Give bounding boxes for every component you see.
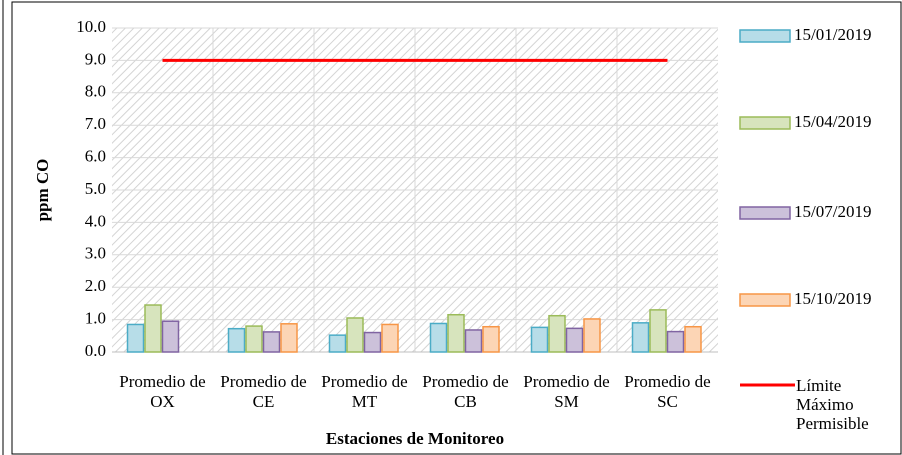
legend-swatch — [739, 206, 791, 220]
x-tick-label: Promedio de CB — [422, 372, 509, 411]
y-tick-label: 8.0 — [85, 82, 106, 101]
y-tick-label: 10.0 — [76, 17, 106, 36]
legend-swatch — [739, 29, 791, 43]
bar — [530, 326, 549, 353]
bar — [565, 327, 584, 353]
bar — [666, 330, 685, 353]
x-tick-label: Promedio de SM — [523, 372, 610, 411]
y-tick-label: 5.0 — [85, 179, 106, 198]
legend-label: 15/04/2019 — [794, 112, 871, 131]
bar — [429, 322, 448, 353]
bar — [245, 325, 263, 353]
bar — [649, 309, 667, 353]
bar — [548, 314, 566, 353]
bar — [684, 325, 702, 353]
x-tick-label: Promedio de CE — [220, 372, 307, 411]
x-tick-label: Promedio de SC — [624, 372, 711, 411]
y-tick-label: 0.0 — [85, 341, 106, 360]
y-tick-label: 9.0 — [85, 49, 106, 68]
y-axis-label: ppm CO — [33, 159, 52, 222]
bar — [447, 313, 465, 353]
bar — [482, 325, 500, 353]
bar — [262, 331, 281, 353]
bar — [280, 323, 298, 353]
bar — [381, 323, 399, 353]
bar — [464, 329, 483, 353]
bar — [583, 318, 601, 353]
legend-swatch — [739, 116, 791, 130]
legend-swatch — [739, 293, 791, 307]
bar — [363, 331, 382, 353]
y-tick-label: 1.0 — [85, 309, 106, 328]
bar — [328, 334, 347, 353]
legend-label: 15/10/2019 — [794, 289, 871, 308]
bar — [631, 322, 650, 353]
bar — [227, 327, 246, 353]
x-axis-label: Estaciones de Monitoreo — [326, 429, 504, 448]
legend-label: Límite Máximo Permisible — [796, 376, 869, 433]
x-tick-label: Promedio de MT — [321, 372, 408, 411]
y-tick-label: 2.0 — [85, 276, 106, 295]
bar — [161, 320, 180, 353]
y-tick-label: 3.0 — [85, 244, 106, 263]
legend-label: 15/01/2019 — [794, 25, 871, 44]
bar — [144, 304, 162, 353]
y-tick-label: 4.0 — [85, 211, 106, 230]
legend-label: 15/07/2019 — [794, 202, 871, 221]
bar — [126, 323, 145, 353]
x-tick-label: Promedio de OX — [119, 372, 206, 411]
y-tick-label: 7.0 — [85, 114, 106, 133]
bar — [346, 317, 364, 353]
y-tick-label: 6.0 — [85, 147, 106, 166]
